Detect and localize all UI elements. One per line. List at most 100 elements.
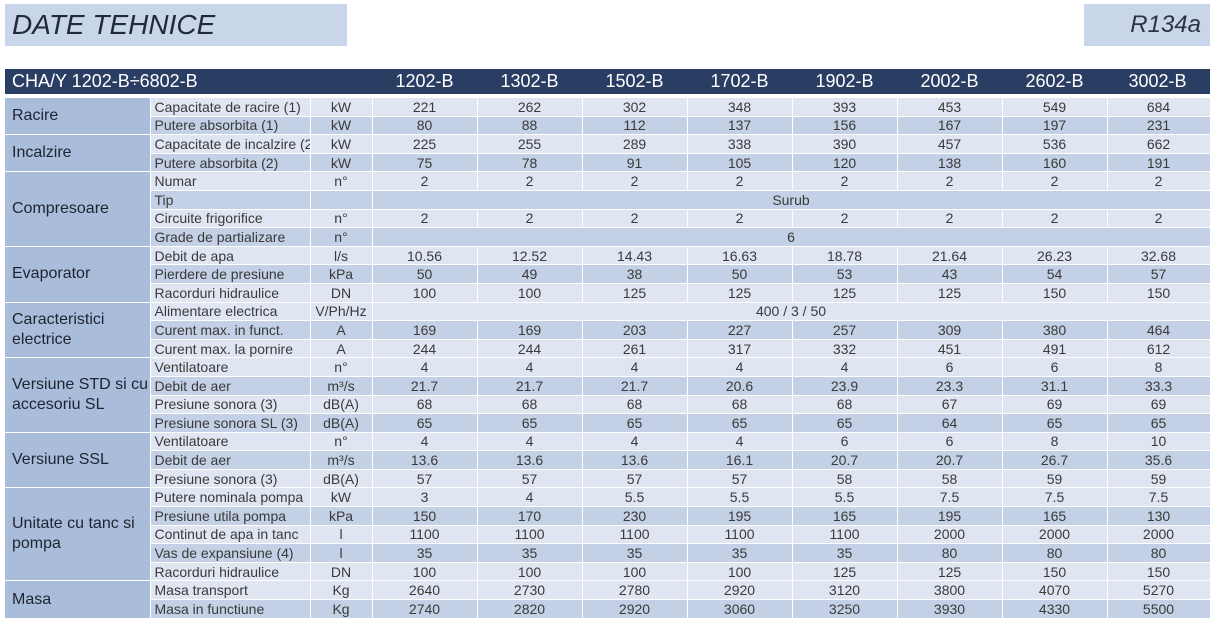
group-label: Versiune SSL <box>5 432 151 489</box>
value-cell: 50 <box>372 264 478 284</box>
technical-data-table: Racire Capacitate de racire (1) kW 221 262 30… <box>5 98 1211 619</box>
value-cell: 348 <box>687 98 793 117</box>
merged-value-cell: Surub <box>372 190 1211 210</box>
value-cell: 4 <box>687 357 793 377</box>
value-cell: 3060 <box>687 599 793 619</box>
value-cell: 35 <box>687 543 793 563</box>
value-cell: 35 <box>582 543 688 563</box>
value-cell: 1100 <box>687 525 793 545</box>
table-row: Presiune utila pompa kPa 150 170 230 195 165 19… <box>5 506 1211 526</box>
group-label: Masa <box>5 580 151 619</box>
value-cell: 3 <box>372 487 478 508</box>
value-cell: 167 <box>897 116 1003 136</box>
value-cell: 150 <box>1107 283 1211 303</box>
value-cell: 2 <box>1107 171 1211 191</box>
table-row: Curent max. la pornire A 244 244 261 317 332 45… <box>5 339 1211 359</box>
value-cell: 684 <box>1107 98 1211 117</box>
value-cell: 33.3 <box>1107 376 1211 396</box>
value-cell: 38 <box>582 264 688 284</box>
value-cell: 2 <box>1107 209 1211 229</box>
model-column-header: 2602-B <box>1025 71 1084 91</box>
value-cell: 150 <box>1107 562 1211 582</box>
value-cell: 6 <box>897 357 1003 377</box>
value-cell: 2000 <box>1107 525 1211 545</box>
value-cell: 2 <box>477 171 583 191</box>
value-cell: 20.6 <box>687 376 793 396</box>
group-label: Racire <box>5 98 151 136</box>
parameter-label: Racorduri hidraulice <box>150 562 311 582</box>
value-cell: 6 <box>897 432 1003 452</box>
unit-label: dB(A) <box>310 469 373 489</box>
value-cell: 80 <box>1002 543 1108 563</box>
value-cell: 100 <box>477 283 583 303</box>
parameter-label: Masa transport <box>150 580 311 601</box>
value-cell: 1100 <box>582 525 688 545</box>
value-cell: 68 <box>582 395 688 415</box>
parameter-label: Debit de apa <box>150 246 311 266</box>
value-cell: 6 <box>792 432 898 452</box>
value-cell: 393 <box>792 98 898 117</box>
value-cell: 203 <box>582 320 688 340</box>
value-cell: 4 <box>477 432 583 452</box>
value-cell: 4 <box>582 432 688 452</box>
value-cell: 57 <box>372 469 478 489</box>
unit-label: kPa <box>310 506 373 526</box>
value-cell: 13.6 <box>582 450 688 470</box>
value-cell: 160 <box>1002 153 1108 173</box>
parameter-label: Racorduri hidraulice <box>150 283 311 303</box>
value-cell: 2 <box>687 209 793 229</box>
value-cell: 1100 <box>372 525 478 545</box>
parameter-label: Capacitate de racire (1) <box>150 98 311 117</box>
value-cell: 13.6 <box>477 450 583 470</box>
model-header: CHA/Y 1202-B÷6802-B 1202-B 1302-B 1502-B… <box>5 69 1210 94</box>
value-cell: 4330 <box>1002 599 1108 619</box>
value-cell: 105 <box>687 153 793 173</box>
value-cell: 2920 <box>687 580 793 601</box>
value-cell: 75 <box>372 153 478 173</box>
parameter-label: Circuite frigorifice <box>150 209 311 229</box>
value-cell: 5500 <box>1107 599 1211 619</box>
page-title: DATE TEHNICE <box>5 4 347 46</box>
unit-label: m³/s <box>310 450 373 470</box>
table-row: Debit de aer m³/s 13.6 13.6 13.6 16.1 20.7 20.7… <box>5 450 1211 470</box>
value-cell: 536 <box>1002 134 1108 154</box>
value-cell: 20.7 <box>792 450 898 470</box>
unit-label: V/Ph/Hz <box>310 302 373 322</box>
unit-label: DN <box>310 562 373 582</box>
value-cell: 3250 <box>792 599 898 619</box>
value-cell: 380 <box>1002 320 1108 340</box>
value-cell: 2 <box>372 209 478 229</box>
value-cell: 65 <box>582 413 688 433</box>
value-cell: 457 <box>897 134 1003 154</box>
unit-label: kW <box>310 153 373 173</box>
model-column-header: 3002-B <box>1128 71 1187 91</box>
value-cell: 150 <box>1002 562 1108 582</box>
value-cell: 5.5 <box>687 487 793 508</box>
value-cell: 112 <box>582 116 688 136</box>
value-cell: 35 <box>792 543 898 563</box>
parameter-label: Capacitate de incalzire (2) <box>150 134 311 154</box>
parameter-label: Presiune sonora (3) <box>150 469 311 489</box>
table-row: Curent max. in funct. A 169 169 203 227 257 309… <box>5 320 1211 340</box>
value-cell: 4 <box>372 432 478 452</box>
value-cell: 26.23 <box>1002 246 1108 266</box>
value-cell: 21.7 <box>582 376 688 396</box>
table-row: Versiune SSL Ventilatoare n° 4 4 4 4 6 6 8 10 <box>5 432 1211 489</box>
value-cell: 68 <box>687 395 793 415</box>
table-row: Evaporator Debit de apa l/s 10.56 12.52 14.43… <box>5 246 1211 303</box>
group-label: Versiune STD si cu accesoriu SL <box>5 357 151 433</box>
value-cell: 2 <box>897 171 1003 191</box>
value-cell: 2 <box>477 209 583 229</box>
group-label: Caracteristici electrice <box>5 302 151 359</box>
parameter-label: Alimentare electrica <box>150 302 311 322</box>
value-cell: 390 <box>792 134 898 154</box>
value-cell: 65 <box>372 413 478 433</box>
group-label: Incalzire <box>5 134 151 173</box>
value-cell: 43 <box>897 264 1003 284</box>
parameter-label: Pierdere de presiune <box>150 264 311 284</box>
value-cell: 78 <box>477 153 583 173</box>
table-row: Masa in functiune Kg 2740 2820 2920 3060 3250 3… <box>5 599 1211 619</box>
model-column-header: 1302-B <box>500 71 559 91</box>
unit-label: Kg <box>310 599 373 619</box>
value-cell: 8 <box>1107 357 1211 377</box>
